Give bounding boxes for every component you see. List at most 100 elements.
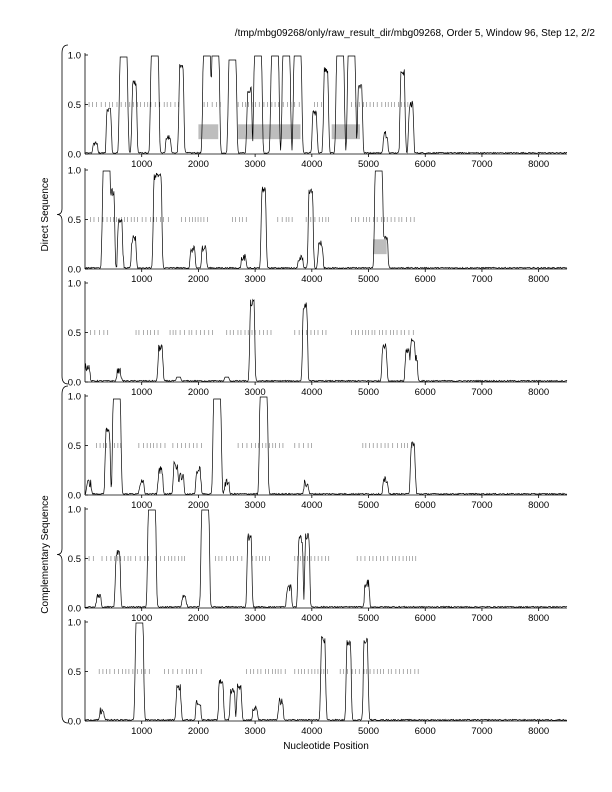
threshold-dash-group-1: [84, 102, 179, 107]
panel-2: 0.0 0.5 1.0 1000 2000 3000 4000 5000 6000 7000 800…: [68, 166, 568, 285]
y-tick-label: 0.0: [68, 717, 81, 728]
threshold-dash-group-2: [135, 330, 159, 335]
y-tick-label: 0.0: [68, 150, 81, 161]
threshold-dash-group-1: [98, 669, 150, 674]
y-tick-label: 0.0: [68, 604, 81, 615]
x-tick-label: 7000: [471, 613, 492, 624]
y-tick-label: 0.5: [68, 441, 81, 452]
x-tick-label: 6000: [415, 500, 436, 511]
threshold-dash-group-4: [314, 102, 322, 107]
y-tick-label: 0.0: [68, 378, 81, 389]
x-tick-label: 5000: [358, 159, 379, 170]
x-tick-label: 3000: [245, 387, 266, 398]
x-tick-label: 5000: [358, 726, 379, 737]
y-tick-label: 1.0: [68, 166, 81, 177]
panel-3: 0.0 0.5 1.0 1000 2000 3000 4000 5000 6000 7000 800…: [68, 279, 568, 398]
threshold-dash-group-4: [215, 556, 243, 561]
x-tick-label: 3000: [245, 500, 266, 511]
x-tick-label: 4000: [301, 500, 322, 511]
threshold-dash-group-4: [226, 330, 272, 335]
x-tick-label: 8000: [528, 726, 549, 737]
y-tick-label: 1.0: [68, 279, 81, 290]
group-bracket-2: Complementary Sequence: [40, 385, 69, 724]
x-axis-label: Nucleotide Position: [283, 741, 369, 752]
x-tick-label: 2000: [188, 726, 209, 737]
shaded-bar-3: [331, 124, 361, 140]
panels: 0.0 0.5 1.0 1000 2000 3000 4000 5000 6000 7000 800…: [68, 51, 568, 737]
x-tick-label: 4000: [301, 613, 322, 624]
y-tick-label: 1.0: [68, 392, 81, 403]
x-tick-label: 7000: [471, 274, 492, 285]
threshold-dash-group-6: [362, 443, 413, 448]
threshold-dash-group-2: [181, 217, 208, 222]
group-label: Complementary Sequence: [40, 495, 51, 614]
panel-1: 0.0 0.5 1.0 1000 2000 3000 4000 5000 6000 7000 800…: [68, 51, 567, 170]
x-tick-label: 6000: [415, 613, 436, 624]
y-tick-label: 0.0: [68, 265, 81, 276]
x-tick-label: 7000: [471, 387, 492, 398]
signal-trace: [84, 622, 567, 722]
x-tick-label: 1000: [131, 613, 152, 624]
x-tick-label: 2000: [188, 274, 209, 285]
threshold-dash-group-5: [305, 217, 330, 222]
threshold-dash-group-2: [164, 669, 202, 674]
y-tick-label: 0.5: [68, 554, 81, 565]
figure-header: /tmp/mbg09268/only/raw_result_dir/mbg092…: [235, 28, 596, 39]
threshold-dash-group-1: [90, 217, 169, 222]
threshold-dash-group-7: [356, 556, 417, 561]
x-tick-label: 2000: [188, 500, 209, 511]
x-tick-label: 8000: [528, 500, 549, 511]
signal-trace: [84, 396, 568, 496]
threshold-dash-group-4: [237, 443, 284, 448]
x-tick-label: 7000: [471, 500, 492, 511]
x-tick-label: 2000: [188, 159, 209, 170]
threshold-dash-group-3: [232, 217, 247, 222]
x-tick-label: 4000: [301, 387, 322, 398]
x-tick-label: 1000: [131, 159, 152, 170]
y-tick-label: 1.0: [68, 618, 81, 629]
x-tick-label: 1000: [131, 274, 152, 285]
group-brackets: Direct Sequence Complementary Sequence: [40, 44, 69, 724]
shaded-bar-1: [198, 124, 219, 140]
y-tick-label: 0.0: [68, 491, 81, 502]
y-tick-label: 0.5: [68, 328, 81, 339]
y-tick-label: 1.0: [68, 505, 81, 516]
x-tick-label: 2000: [188, 613, 209, 624]
y-tick-label: 0.5: [68, 100, 81, 111]
x-tick-label: 6000: [415, 159, 436, 170]
shaded-bar-1: [373, 239, 387, 255]
threshold-dash-group-5: [294, 330, 327, 335]
threshold-dash-group-5: [251, 556, 270, 561]
x-tick-label: 6000: [415, 274, 436, 285]
threshold-dash-group-6: [294, 556, 330, 561]
threshold-dash-group-5: [351, 102, 412, 107]
threshold-dash-group-6: [351, 217, 415, 222]
threshold-dash-group-4: [294, 669, 328, 674]
threshold-dash-group-1: [96, 443, 121, 448]
threshold-dash-group-6: [351, 330, 414, 335]
x-tick-label: 5000: [358, 613, 379, 624]
x-tick-label: 7000: [471, 159, 492, 170]
x-tick-label: 5000: [358, 274, 379, 285]
threshold-dash-group-3: [169, 330, 213, 335]
x-tick-label: 2000: [188, 387, 209, 398]
x-tick-label: 8000: [528, 274, 549, 285]
threshold-dash-group-2: [138, 443, 166, 448]
x-tick-label: 6000: [415, 726, 436, 737]
x-tick-label: 4000: [301, 726, 322, 737]
threshold-dash-group-3: [246, 669, 286, 674]
y-tick-label: 1.0: [68, 51, 81, 62]
x-tick-label: 3000: [245, 274, 266, 285]
threshold-dash-group-1: [90, 330, 109, 335]
threshold-dash-group-5: [339, 669, 419, 674]
threshold-dash-group-5: [294, 443, 312, 448]
panel-6: 0.0 0.5 1.0 1000 2000 3000 4000 5000 6000 7000 800…: [68, 618, 567, 737]
threshold-dash-group-2: [101, 556, 149, 561]
x-tick-label: 8000: [528, 387, 549, 398]
group-bracket-1: Direct Sequence: [40, 44, 69, 385]
x-tick-label: 4000: [301, 159, 322, 170]
threshold-dash-group-3: [155, 556, 185, 561]
x-tick-label: 3000: [245, 726, 266, 737]
signal-trace: [84, 298, 568, 383]
